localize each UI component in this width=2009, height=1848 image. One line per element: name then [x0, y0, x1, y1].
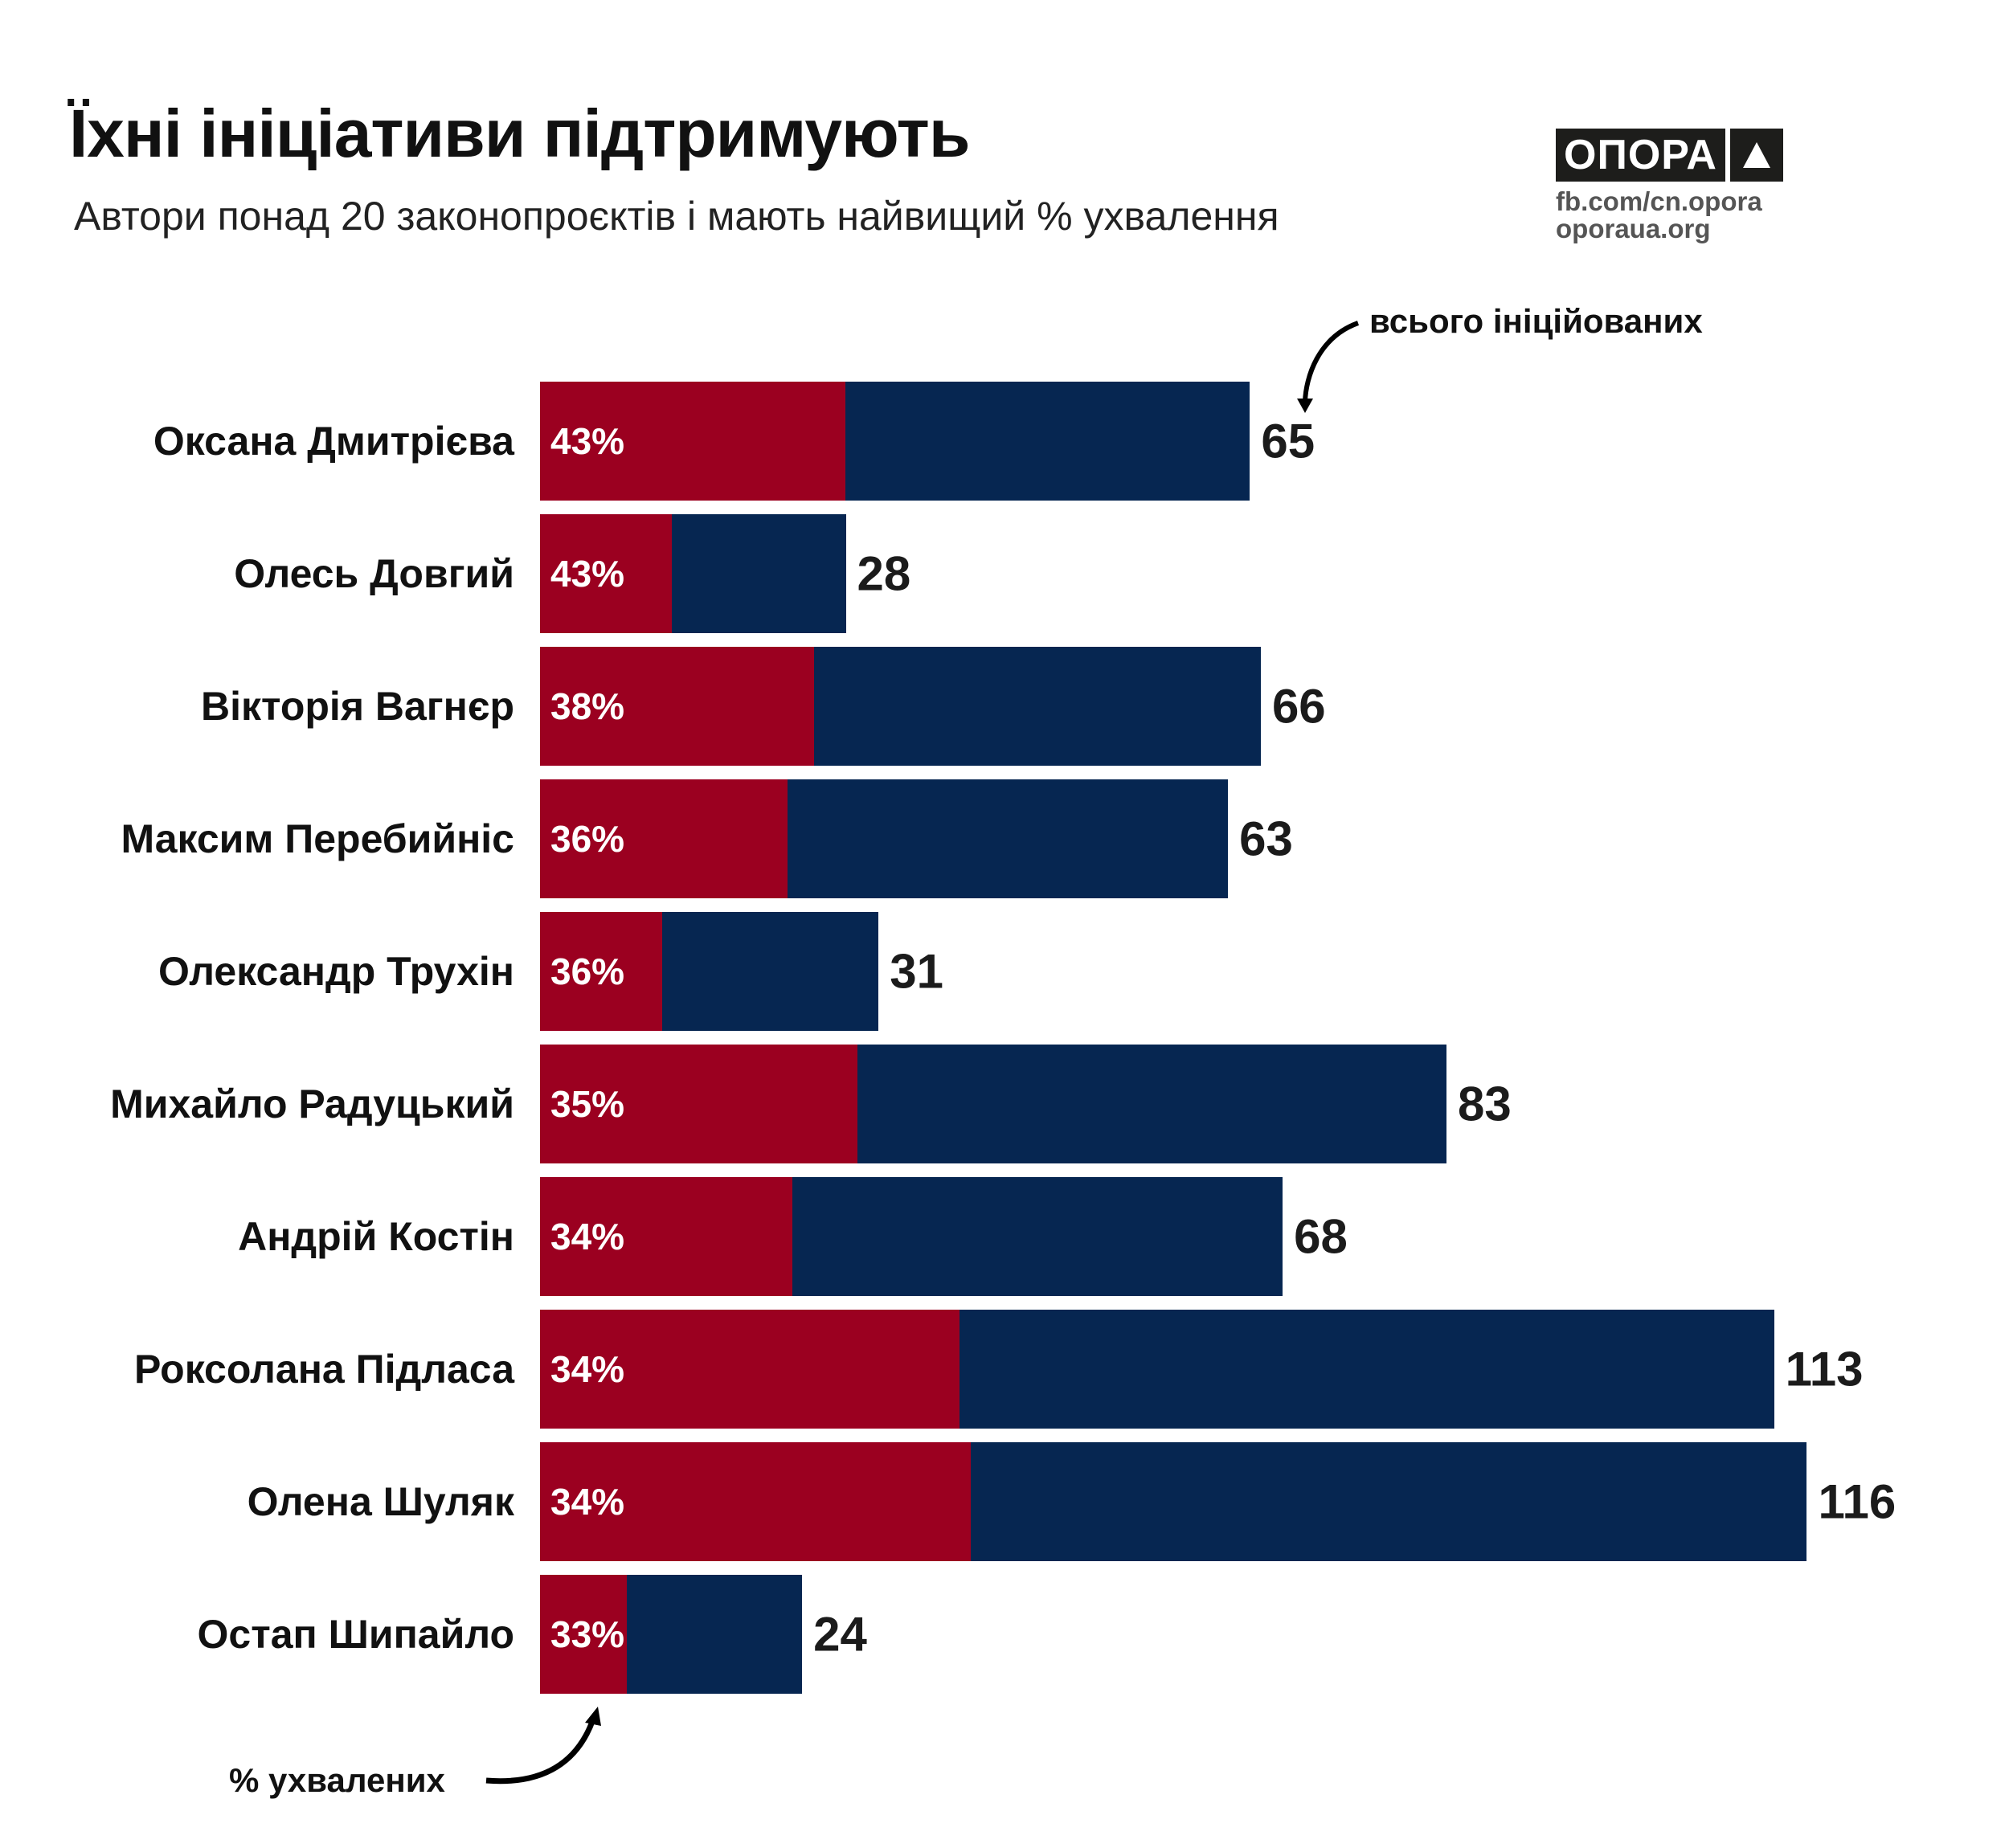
triangle-icon [1729, 129, 1783, 182]
logo-fb-link: fb.com/cn.opora [1556, 186, 1762, 216]
total-label: 116 [1818, 1474, 1896, 1529]
total-label: 113 [1785, 1342, 1864, 1396]
category-label: Роксолана Підласа [134, 1347, 514, 1392]
bar-approved [540, 779, 788, 898]
total-label: 66 [1271, 679, 1326, 734]
chart-subtitle: Автори понад 20 законопроєктів і мають н… [74, 194, 1279, 239]
arrow-total [1303, 321, 1360, 403]
bar-approved [540, 1575, 627, 1694]
annotation-total: всього ініційованих [1369, 302, 1703, 340]
bar-approved [540, 1442, 971, 1561]
category-label: Остап Шипайло [197, 1612, 514, 1657]
chart-title: Їхні ініціативи підтримують [69, 96, 970, 171]
category-label: Олена Шуляк [247, 1479, 514, 1524]
category-label: Оксана Дмитрієва [153, 419, 514, 464]
pct-label: 43% [550, 553, 625, 595]
pct-label: 43% [550, 420, 625, 462]
category-label: Вікторія Вагнєр [201, 684, 514, 729]
total-label: 83 [1457, 1077, 1512, 1131]
total-label: 65 [1261, 414, 1315, 468]
total-label: 68 [1294, 1209, 1348, 1264]
logo-text: ОПОРА [1556, 129, 1725, 182]
bar-approved [540, 912, 662, 1031]
pct-label: 34% [550, 1481, 625, 1523]
bar-approved [540, 647, 814, 766]
arrow-approved-head [585, 1707, 601, 1726]
pct-label: 38% [550, 685, 625, 727]
annotation-approved: % ухвалених [229, 1761, 445, 1799]
pct-label: 36% [550, 818, 625, 860]
opora-logo: ОПОРА [1556, 129, 1783, 182]
total-label: 28 [857, 546, 911, 601]
category-label: Андрій Костін [238, 1214, 514, 1259]
pct-label: 35% [550, 1083, 625, 1125]
bar-approved [540, 1310, 960, 1429]
logo-site-link: oporaua.org [1556, 214, 1711, 243]
category-label: Максим Перебийніс [121, 816, 514, 861]
bar-approved [540, 382, 845, 501]
category-label: Олесь Довгий [234, 551, 514, 596]
total-label: 24 [813, 1607, 867, 1662]
pct-label: 33% [550, 1613, 625, 1655]
pct-label: 34% [550, 1348, 625, 1390]
total-label: 63 [1239, 812, 1293, 866]
pct-label: 36% [550, 951, 625, 992]
category-label: Михайло Радуцький [110, 1081, 514, 1126]
arrow-approved [485, 1718, 596, 1785]
bar-approved [540, 1177, 793, 1296]
arrow-total-head [1297, 399, 1313, 413]
total-label: 31 [890, 944, 944, 999]
pct-label: 34% [550, 1216, 625, 1257]
bar-approved [540, 1045, 857, 1163]
bar-approved [540, 514, 672, 633]
category-label: Олександр Трухін [158, 949, 514, 994]
